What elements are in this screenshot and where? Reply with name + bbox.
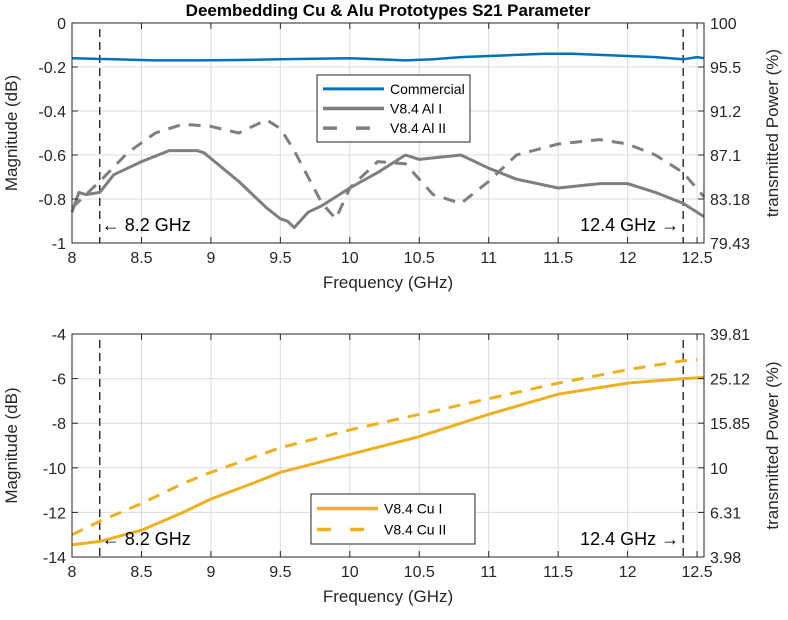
y-tick-label: -0.8 bbox=[38, 192, 66, 209]
frequency-annotation: 12.4 GHz → bbox=[580, 529, 679, 549]
y2-tick-label: 6.31 bbox=[710, 505, 741, 522]
frequency-annotation: 12.4 GHz → bbox=[580, 215, 679, 235]
x-tick-label: 8 bbox=[68, 250, 77, 267]
axes-frame bbox=[71, 22, 705, 244]
y-tick-label: -6 bbox=[52, 372, 66, 389]
y-tick-label: -1 bbox=[52, 236, 66, 253]
x-tick-label: 12.5 bbox=[681, 564, 712, 581]
series-line-v8-4-cu-ii bbox=[71, 358, 698, 537]
x-tick-label: 11.5 bbox=[543, 250, 573, 267]
y2-axis-label: transmitted Power (%) bbox=[763, 49, 782, 217]
y2-tick-label: 25.12 bbox=[710, 372, 750, 389]
y2-tick-label: 10 bbox=[710, 461, 728, 478]
x-tick-label: 8 bbox=[68, 564, 77, 581]
y2-tick-label: 39.81 bbox=[710, 327, 750, 344]
y-tick-label: -0.4 bbox=[38, 104, 66, 121]
series-line-commercial bbox=[71, 52, 705, 62]
y2-tick-label: 3.98 bbox=[710, 550, 741, 567]
x-tick-label: 11 bbox=[480, 250, 497, 267]
y-axis-label: Magnitude (dB) bbox=[2, 75, 21, 191]
axes-frame bbox=[71, 333, 705, 558]
y2-tick-label: 87.1 bbox=[710, 148, 741, 165]
y2-axis-label: transmitted Power (%) bbox=[763, 361, 782, 529]
y-axis-label: Magnitude (dB) bbox=[2, 387, 21, 503]
legend-label: V8.4 Cu I bbox=[384, 501, 442, 517]
top-axes: 8 8.5 9 9.5 10 10.5 11 11.5 12 12.5 0 100 -0.2 95.5 -0… bbox=[2, 16, 782, 292]
x-tick-label: 11 bbox=[480, 564, 497, 581]
x-tick-label: 12 bbox=[619, 250, 637, 267]
x-tick-label: 11.5 bbox=[543, 564, 573, 581]
y-tick-label: -10 bbox=[43, 461, 66, 478]
x-tick-label: 8.5 bbox=[130, 564, 152, 581]
legend-label: V8.4 Al I bbox=[390, 101, 442, 117]
frequency-annotation: ← 8.2 GHz bbox=[102, 529, 191, 549]
x-tick-label: 12.5 bbox=[681, 250, 712, 267]
y-tick-label: 0 bbox=[57, 16, 66, 33]
x-tick-label: 10 bbox=[341, 250, 359, 267]
x-tick-label: 8.5 bbox=[130, 250, 152, 267]
legend-label: Commercial bbox=[390, 81, 465, 97]
x-tick-label: 10 bbox=[341, 564, 359, 581]
x-tick-label: 9 bbox=[206, 250, 215, 267]
legend-label: V8.4 Al II bbox=[390, 120, 446, 136]
y2-tick-label: 83.18 bbox=[710, 192, 750, 209]
x-tick-label: 9.5 bbox=[269, 250, 291, 267]
bottom-axes: 8 8.5 9 9.5 10 10.5 11 11.5 12 12.5 -4 39.81 -6 25.12… bbox=[2, 327, 782, 606]
y2-tick-label: 100 bbox=[710, 16, 737, 33]
y2-tick-label: 95.5 bbox=[710, 60, 741, 77]
legend: Commercial V8.4 Al I V8.4 Al II bbox=[316, 74, 471, 143]
legend-label: V8.4 Cu II bbox=[384, 522, 446, 538]
x-tick-label: 9.5 bbox=[269, 564, 291, 581]
y2-tick-label: 15.85 bbox=[710, 416, 750, 433]
y-tick-label: -14 bbox=[43, 550, 66, 567]
y-tick-label: -12 bbox=[43, 505, 66, 522]
legend-box bbox=[310, 493, 476, 545]
series-line-v8-4-al-i bbox=[70, 149, 705, 230]
series-line-v8-4-cu-i bbox=[71, 376, 705, 547]
legend: V8.4 Cu I V8.4 Cu II bbox=[310, 493, 476, 545]
x-tick-label: 9 bbox=[206, 564, 215, 581]
x-tick-label: 12 bbox=[619, 564, 637, 581]
frequency-annotation: ← 8.2 GHz bbox=[102, 215, 191, 235]
y-tick-label: -0.6 bbox=[38, 148, 66, 165]
y-tick-label: -4 bbox=[52, 327, 66, 344]
chart-title: Deembedding Cu & Alu Prototypes S21 Para… bbox=[186, 1, 591, 20]
y-tick-label: -8 bbox=[52, 416, 66, 433]
y2-tick-label: 79.43 bbox=[710, 236, 750, 253]
x-axis-label: Frequency (GHz) bbox=[323, 273, 453, 292]
series-line-v8-4-al-ii bbox=[70, 118, 706, 221]
x-tick-label: 10.5 bbox=[404, 250, 435, 267]
y-tick-label: -0.2 bbox=[38, 60, 66, 77]
x-tick-label: 10.5 bbox=[404, 564, 435, 581]
x-axis-label: Frequency (GHz) bbox=[323, 587, 453, 606]
y2-tick-label: 91.2 bbox=[710, 104, 741, 121]
